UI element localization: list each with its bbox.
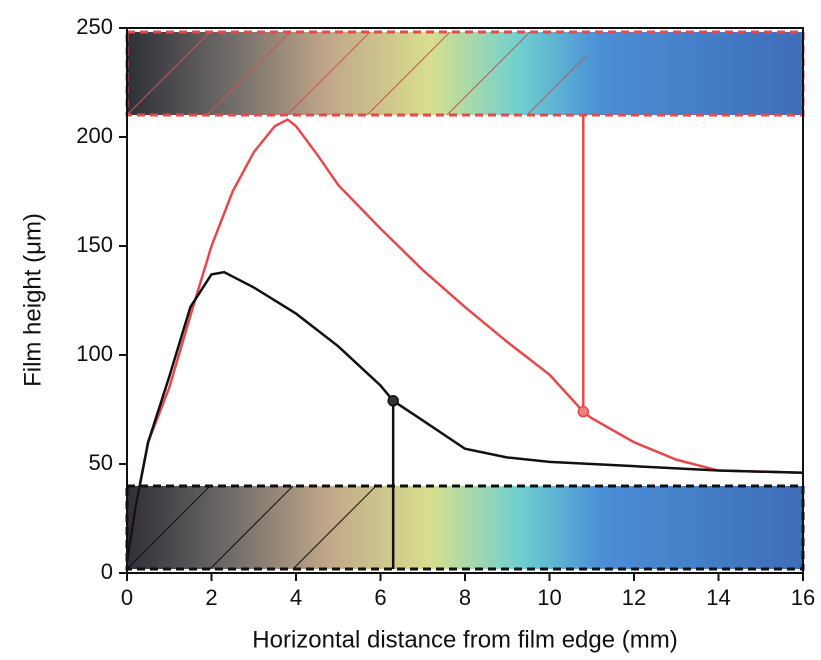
x-tick-label: 16 bbox=[791, 585, 815, 610]
x-tick-label: 12 bbox=[622, 585, 646, 610]
marker bbox=[387, 395, 399, 407]
y-tick-label: 0 bbox=[101, 559, 113, 584]
x-tick-label: 6 bbox=[374, 585, 386, 610]
hatching-black bbox=[126, 485, 377, 570]
y-tick-label: 50 bbox=[89, 450, 113, 475]
marker bbox=[577, 405, 590, 418]
y-tick-label: 250 bbox=[76, 14, 113, 39]
x-axis-label: Horizontal distance from film edge (mm) bbox=[252, 626, 677, 653]
x-tick-label: 2 bbox=[205, 585, 217, 610]
y-tick-label: 100 bbox=[76, 341, 113, 366]
y-axis-label: Film height (μm) bbox=[19, 213, 46, 387]
hatching-red bbox=[126, 31, 588, 116]
x-tick-label: 8 bbox=[459, 585, 471, 610]
y-tick-label: 200 bbox=[76, 123, 113, 148]
data-line bbox=[125, 118, 804, 563]
x-tick-label: 14 bbox=[706, 585, 730, 610]
film-images bbox=[125, 30, 805, 571]
x-tick-label: 4 bbox=[290, 585, 302, 610]
x-tick-label: 0 bbox=[121, 585, 133, 610]
x-tick-label: 10 bbox=[537, 585, 561, 610]
film-image-top bbox=[127, 32, 803, 115]
y-tick-label: 150 bbox=[76, 232, 113, 257]
data-line bbox=[125, 270, 804, 563]
film-image-bottom bbox=[127, 486, 803, 569]
